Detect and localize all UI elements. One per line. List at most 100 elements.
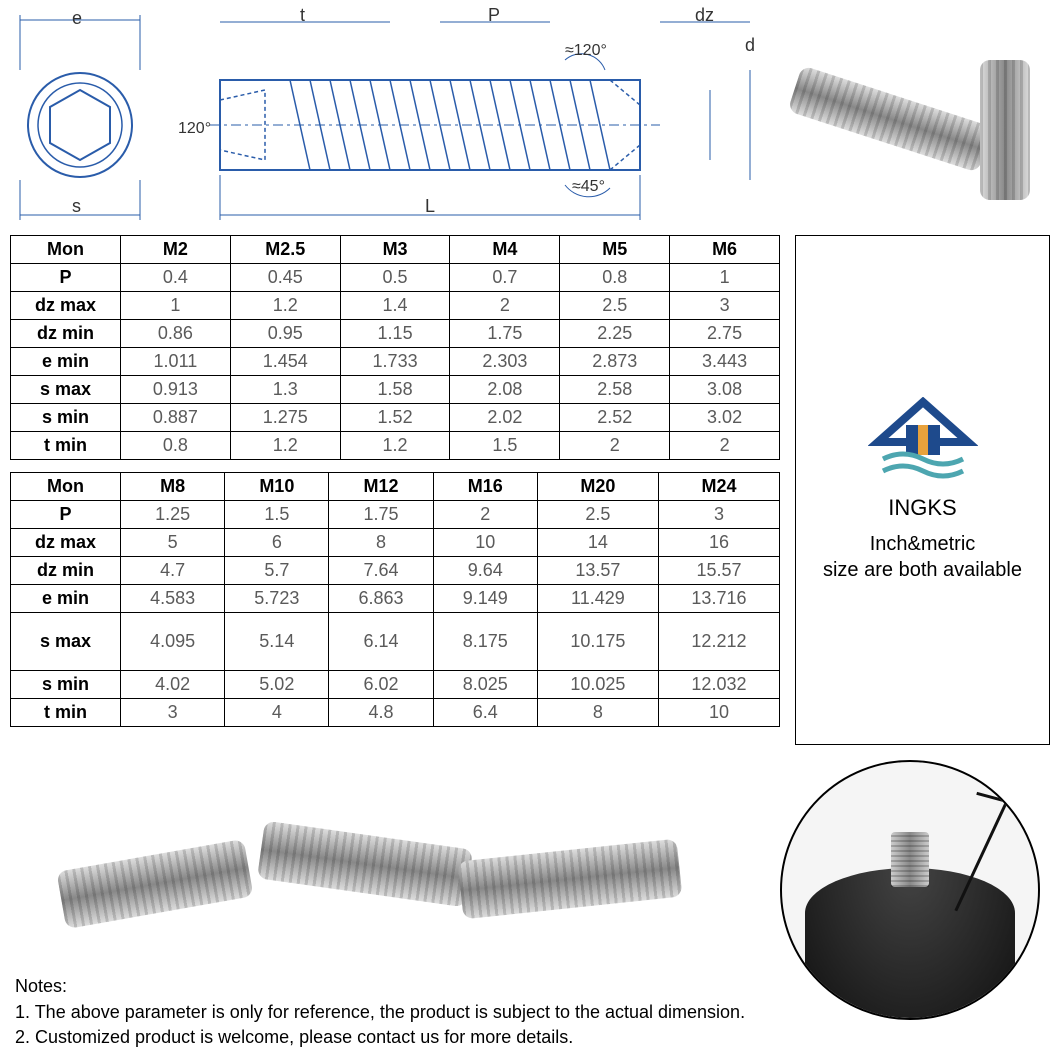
label-t: t: [300, 5, 305, 26]
table-header-row: Mon M2 M2.5 M3 M4 M5 M6: [11, 236, 780, 264]
table-row: dz max568101416: [11, 529, 780, 557]
table-cell: 7.64: [329, 557, 433, 585]
row-label: s max: [11, 376, 121, 404]
table-cell: 5.14: [225, 613, 329, 671]
table-cell: 2: [450, 292, 560, 320]
table-cell: 0.4: [121, 264, 231, 292]
table-cell: 11.429: [537, 585, 658, 613]
table-cell: 0.8: [560, 264, 670, 292]
table-cell: 1.5: [225, 501, 329, 529]
table-cell: 4.02: [121, 671, 225, 699]
table-cell: 8: [537, 699, 658, 727]
table-cell: 3.443: [670, 348, 780, 376]
table-cell: 13.57: [537, 557, 658, 585]
table-cell: 2.75: [670, 320, 780, 348]
notes-title: Notes:: [15, 974, 745, 999]
table-row: t min344.86.4810: [11, 699, 780, 727]
table-cell: 6.02: [329, 671, 433, 699]
table-cell: 0.95: [230, 320, 340, 348]
table-cell: 5: [121, 529, 225, 557]
label-120b: ≈120°: [565, 42, 607, 60]
notes-line-2: 2. Customized product is welcome, please…: [15, 1025, 745, 1050]
row-label: t min: [11, 699, 121, 727]
table-cell: 1: [121, 292, 231, 320]
table-cell: 10.175: [537, 613, 658, 671]
row-label: dz min: [11, 557, 121, 585]
table-cell: 1: [670, 264, 780, 292]
label-45: ≈45°: [572, 178, 605, 196]
table-cell: 2.5: [537, 501, 658, 529]
brand-tagline-1: Inch&metric: [870, 531, 976, 557]
table-row: dz min0.860.951.151.752.252.75: [11, 320, 780, 348]
row-label: s min: [11, 671, 121, 699]
table-cell: 0.8: [121, 432, 231, 460]
label-dz: dz: [695, 5, 714, 26]
row-label: dz max: [11, 292, 121, 320]
table-row: s min4.025.026.028.02510.02512.032: [11, 671, 780, 699]
table-cell: 10: [658, 699, 779, 727]
row-label: s min: [11, 404, 121, 432]
table-cell: 1.3: [230, 376, 340, 404]
table-cell: 5.723: [225, 585, 329, 613]
table-cell: 5.02: [225, 671, 329, 699]
table-cell: 10: [433, 529, 537, 557]
table-cell: 2.25: [560, 320, 670, 348]
table-cell: 6.14: [329, 613, 433, 671]
table-cell: 1.2: [230, 292, 340, 320]
label-d: d: [745, 35, 755, 56]
table-cell: 2: [670, 432, 780, 460]
table-row: P1.251.51.7522.53: [11, 501, 780, 529]
table-cell: 2.08: [450, 376, 560, 404]
spec-tables: Mon M2 M2.5 M3 M4 M5 M6 P0.40.450.50.70.…: [10, 235, 780, 727]
table-cell: 13.716: [658, 585, 779, 613]
table-cell: 2.52: [560, 404, 670, 432]
label-s: s: [72, 196, 81, 217]
table-cell: 3.02: [670, 404, 780, 432]
table-cell: 4.8: [329, 699, 433, 727]
row-label: dz max: [11, 529, 121, 557]
table-cell: 0.86: [121, 320, 231, 348]
table-cell: 3: [658, 501, 779, 529]
table-cell: 0.45: [230, 264, 340, 292]
table-cell: 1.733: [340, 348, 450, 376]
table-row: P0.40.450.50.70.81: [11, 264, 780, 292]
table-cell: 3.08: [670, 376, 780, 404]
table-cell: 12.032: [658, 671, 779, 699]
table-row: dz max11.21.422.53: [11, 292, 780, 320]
table-cell: 2.303: [450, 348, 560, 376]
table-row: dz min4.75.77.649.6413.5715.57: [11, 557, 780, 585]
table-cell: 9.64: [433, 557, 537, 585]
notes-section: Notes: 1. The above parameter is only fo…: [15, 974, 745, 1050]
row-label: e min: [11, 585, 121, 613]
product-photo-top: [790, 40, 1040, 220]
table-cell: 1.454: [230, 348, 340, 376]
label-e: e: [72, 8, 82, 29]
table-row: e min1.0111.4541.7332.3032.8733.443: [11, 348, 780, 376]
table-cell: 2.02: [450, 404, 560, 432]
row-label: s max: [11, 613, 121, 671]
diagram-svg: [10, 10, 780, 225]
table-cell: 4.583: [121, 585, 225, 613]
table-cell: 8.025: [433, 671, 537, 699]
table-cell: 1.2: [230, 432, 340, 460]
table-cell: 10.025: [537, 671, 658, 699]
table-cell: 1.75: [450, 320, 560, 348]
row-label: t min: [11, 432, 121, 460]
table-cell: 4: [225, 699, 329, 727]
table-cell: 1.52: [340, 404, 450, 432]
technical-diagram: e s t P dz d L 120° ≈120° ≈45°: [10, 10, 780, 225]
table-row: s max0.9131.31.582.082.583.08: [11, 376, 780, 404]
table-cell: 1.75: [329, 501, 433, 529]
label-L: L: [425, 196, 435, 217]
table-cell: 0.913: [121, 376, 231, 404]
brand-name: INGKS: [888, 495, 956, 521]
table-cell: 1.2: [340, 432, 450, 460]
table-cell: 1.25: [121, 501, 225, 529]
table-cell: 6.863: [329, 585, 433, 613]
row-label: dz min: [11, 320, 121, 348]
table-cell: 14: [537, 529, 658, 557]
table-cell: 4.7: [121, 557, 225, 585]
spec-table-1: Mon M2 M2.5 M3 M4 M5 M6 P0.40.450.50.70.…: [10, 235, 780, 460]
table-row: t min0.81.21.21.522: [11, 432, 780, 460]
table-cell: 0.5: [340, 264, 450, 292]
